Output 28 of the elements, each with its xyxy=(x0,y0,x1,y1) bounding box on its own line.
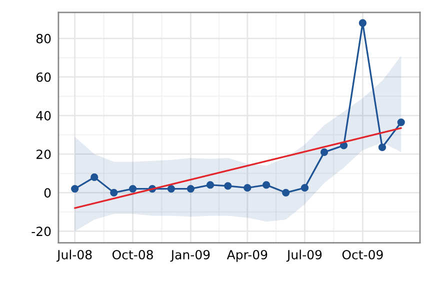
point xyxy=(378,144,386,152)
point xyxy=(71,184,79,193)
y-tick-label: 0 xyxy=(44,188,51,198)
x-tick-label: Apr-09 xyxy=(226,250,268,262)
point xyxy=(128,184,137,193)
point xyxy=(224,182,232,190)
point xyxy=(110,188,118,196)
x-tick-label: Jul-09 xyxy=(286,250,322,262)
point xyxy=(358,19,367,27)
y-tick-label: 40 xyxy=(36,111,51,120)
point xyxy=(244,184,252,192)
y-tick-label: 20 xyxy=(36,150,51,160)
point xyxy=(262,181,270,189)
point xyxy=(206,181,214,189)
point xyxy=(320,148,328,156)
point xyxy=(300,184,309,192)
point xyxy=(167,184,176,193)
x-tick-label: Jul-08 xyxy=(56,250,92,262)
y-tick-label: -20 xyxy=(32,226,51,236)
point xyxy=(397,118,405,126)
point xyxy=(90,173,98,182)
y-tick-label: 80 xyxy=(36,34,51,44)
point xyxy=(282,188,290,196)
point xyxy=(186,184,195,193)
x-tick-label: Oct-09 xyxy=(342,250,383,260)
y-tick-label: 60 xyxy=(36,72,51,82)
x-tick-label: Jan-09 xyxy=(170,250,210,262)
x-tick-label: Oct-08 xyxy=(112,250,153,260)
